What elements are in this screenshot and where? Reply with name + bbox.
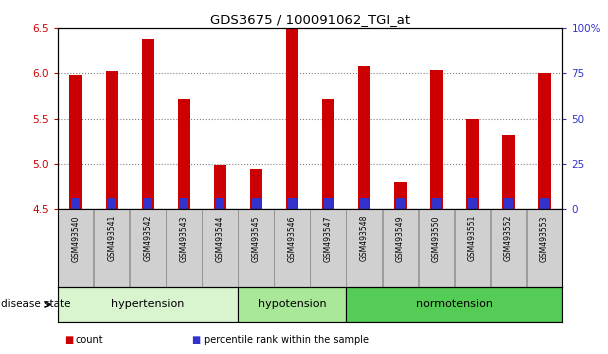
Text: GSM493544: GSM493544: [215, 215, 224, 262]
Bar: [252, 198, 260, 209]
Bar: [130, 209, 165, 287]
Text: GSM493550: GSM493550: [432, 215, 441, 262]
Bar: [540, 198, 549, 209]
Text: GSM493549: GSM493549: [396, 215, 405, 262]
Bar: [394, 182, 407, 209]
Text: GSM493546: GSM493546: [288, 215, 297, 262]
Bar: [108, 198, 116, 209]
Bar: [238, 287, 346, 322]
Bar: [347, 209, 382, 287]
Bar: [396, 198, 405, 209]
Bar: [491, 209, 526, 287]
Bar: [142, 39, 154, 209]
Bar: [323, 198, 333, 209]
Text: GSM493540: GSM493540: [71, 215, 80, 262]
Text: disease state: disease state: [1, 299, 71, 309]
Text: GSM493553: GSM493553: [540, 215, 549, 262]
Bar: [58, 287, 238, 322]
Bar: [178, 99, 190, 209]
Text: percentile rank within the sample: percentile rank within the sample: [204, 335, 368, 345]
Bar: [250, 169, 262, 209]
Bar: [71, 198, 80, 209]
Text: GSM493542: GSM493542: [143, 215, 153, 262]
Bar: [502, 135, 514, 209]
Text: hypotension: hypotension: [258, 299, 326, 309]
Text: GSM493547: GSM493547: [323, 215, 333, 262]
Bar: [347, 287, 562, 322]
Bar: [202, 209, 238, 287]
Bar: [538, 73, 551, 209]
Bar: [432, 198, 441, 209]
Text: GSM493551: GSM493551: [468, 215, 477, 262]
Bar: [106, 71, 118, 209]
Bar: [468, 198, 477, 209]
Bar: [311, 209, 346, 287]
Bar: [69, 75, 82, 209]
Bar: [360, 198, 368, 209]
Text: ■: ■: [192, 335, 201, 345]
Bar: [527, 209, 562, 287]
Text: GSM493543: GSM493543: [179, 215, 188, 262]
Bar: [430, 70, 443, 209]
Text: count: count: [76, 335, 103, 345]
Text: GSM493541: GSM493541: [108, 215, 116, 262]
Bar: [382, 209, 418, 287]
Title: GDS3675 / 100091062_TGI_at: GDS3675 / 100091062_TGI_at: [210, 13, 410, 26]
Text: GSM493548: GSM493548: [360, 215, 368, 262]
Bar: [238, 209, 274, 287]
Bar: [418, 209, 454, 287]
Text: normotension: normotension: [416, 299, 492, 309]
Bar: [504, 198, 513, 209]
Bar: [215, 198, 224, 209]
Bar: [286, 29, 299, 209]
Bar: [455, 209, 490, 287]
Bar: [213, 165, 226, 209]
Bar: [466, 119, 478, 209]
Bar: [288, 198, 297, 209]
Bar: [179, 198, 188, 209]
Bar: [143, 198, 153, 209]
Text: hypertension: hypertension: [111, 299, 185, 309]
Bar: [322, 99, 334, 209]
Text: GSM493552: GSM493552: [504, 215, 513, 262]
Bar: [358, 66, 370, 209]
Bar: [58, 209, 94, 287]
Bar: [94, 209, 130, 287]
Text: ■: ■: [64, 335, 73, 345]
Bar: [274, 209, 309, 287]
Text: GSM493545: GSM493545: [252, 215, 260, 262]
Bar: [166, 209, 202, 287]
